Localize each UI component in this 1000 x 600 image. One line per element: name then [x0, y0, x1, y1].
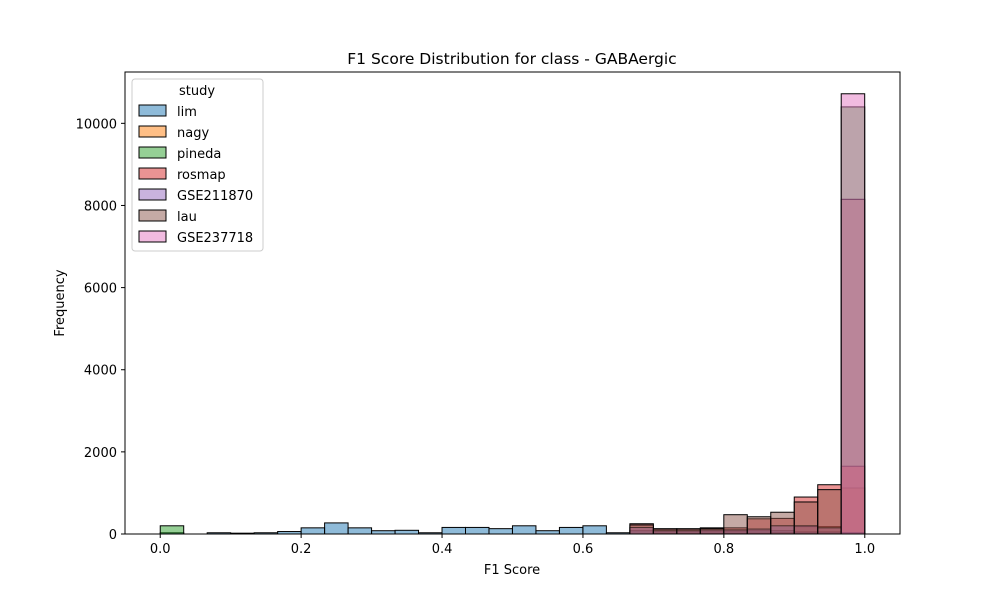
- bar-GSE237718-29: [840, 93, 866, 535]
- bar-lim-15: [511, 525, 537, 535]
- legend-label-lau: lau: [177, 210, 197, 225]
- x-tick-label: 1.0: [854, 542, 875, 557]
- bar-lau-22: [676, 528, 701, 535]
- legend-swatch-lau: [138, 209, 167, 222]
- legend-items: lim nagy pineda rosmap GSE211870 lau GSE237718: [138, 104, 253, 246]
- legend-box: [131, 78, 264, 252]
- y-tick-label: 10000: [76, 117, 117, 132]
- legend-label-lim: lim: [177, 105, 197, 120]
- bar-lau-23: [699, 528, 725, 535]
- legend-swatch-GSE237718: [138, 230, 167, 243]
- x-tick-label: 0.8: [714, 542, 735, 557]
- y-tick-label: 4000: [84, 364, 117, 379]
- x-axis-label: F1 Score: [484, 563, 540, 578]
- bar-layer: [159, 93, 866, 535]
- bar-lim-8: [347, 527, 373, 535]
- legend-label-GSE211870: GSE211870: [177, 189, 253, 204]
- bar-lau-20: [629, 524, 654, 535]
- bar-pineda-0: [159, 525, 185, 535]
- series-GSE237718: [840, 93, 866, 535]
- y-axis-label: Frequency: [53, 269, 68, 336]
- y-axis-ticks: 0 2000 4000 6000 8000 10000: [76, 117, 125, 543]
- legend-swatch-pineda: [138, 146, 167, 159]
- bar-lau-26: [770, 511, 795, 535]
- x-axis-ticks: 0.0 0.2 0.4 0.6 0.8 1.0: [150, 534, 875, 557]
- x-tick-label: 0.4: [432, 542, 453, 557]
- y-tick-label: 2000: [84, 446, 117, 461]
- legend-swatch-lim: [138, 104, 167, 117]
- x-tick-label: 0.0: [150, 542, 171, 557]
- y-tick-label: 8000: [84, 199, 117, 214]
- bar-lau-21: [652, 528, 678, 535]
- bar-lim-6: [300, 527, 326, 535]
- legend-label-nagy: nagy: [177, 126, 209, 141]
- plot-frame: [124, 71, 901, 535]
- y-tick-label: 6000: [84, 282, 117, 297]
- x-tick-label: 0.2: [291, 542, 312, 557]
- bar-lim-12: [441, 526, 466, 535]
- legend-label-GSE237718: GSE237718: [177, 231, 253, 246]
- bar-lim-7: [324, 522, 349, 535]
- legend-swatch-GSE211870: [138, 188, 167, 201]
- chart-title: F1 Score Distribution for class - GABAer…: [347, 50, 676, 68]
- legend-title: study: [179, 84, 215, 99]
- bar-lim-13: [465, 526, 490, 535]
- legend-swatch-nagy: [138, 125, 167, 138]
- bar-lim-17: [558, 526, 584, 535]
- bar-lau-28: [817, 489, 842, 535]
- legend-label-pineda: pineda: [177, 147, 221, 162]
- bar-lim-14: [488, 528, 513, 535]
- legend: study lim nagy pineda rosmap GSE211870 lau GSE…: [131, 78, 264, 252]
- bar-lau-25: [746, 516, 772, 535]
- bar-lim-18: [582, 525, 607, 535]
- bar-lau-27: [793, 501, 819, 535]
- x-tick-label: 0.6: [573, 542, 594, 557]
- legend-swatch-rosmap: [138, 167, 167, 180]
- y-tick-label: 0: [109, 528, 117, 543]
- legend-label-rosmap: rosmap: [177, 168, 226, 183]
- bar-lim-10: [394, 529, 420, 535]
- bar-lau-24: [723, 514, 748, 535]
